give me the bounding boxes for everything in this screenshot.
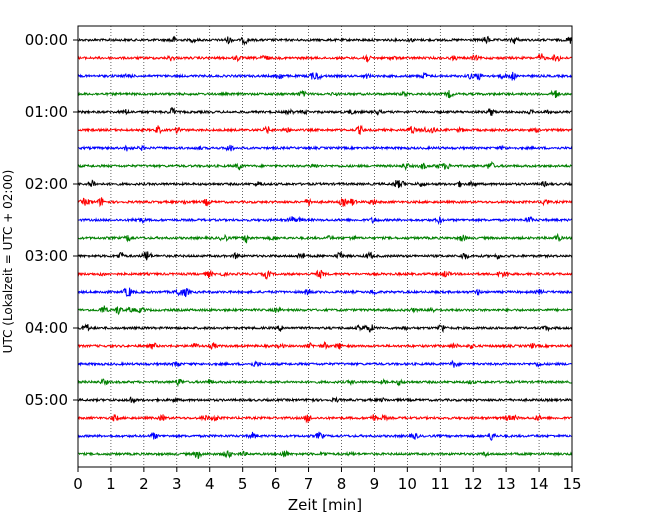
y-axis-title: UTC (Lokalzeit = UTC + 02:00)	[1, 170, 15, 354]
x-axis-title: Zeit [min]	[288, 496, 362, 514]
x-tick-label: 4	[205, 475, 215, 493]
seismogram-traces	[77, 35, 573, 459]
trace-0145	[77, 160, 573, 172]
y-axis-ticks: 00:00 01:00 02:00 03:00 04:00 05:00	[25, 31, 78, 409]
trace-0530	[77, 431, 573, 441]
trace-0230	[77, 215, 573, 226]
y-tick-label: 05:00	[25, 391, 68, 409]
x-tick-label: 15	[562, 475, 581, 493]
x-tick-label: 10	[398, 475, 417, 493]
trace-0200	[77, 179, 573, 189]
trace-0215	[77, 197, 573, 208]
trace-0015	[77, 53, 573, 64]
y-tick-label: 04:00	[25, 319, 68, 337]
trace-0415	[77, 340, 573, 351]
x-tick-label: 0	[73, 475, 83, 493]
x-axis-ticks: 0 1 2 3 4 5 6 7 8 9 10 11 12 13 14 15	[73, 467, 582, 493]
trace-0000	[77, 35, 573, 47]
x-tick-label: 12	[464, 475, 483, 493]
x-tick-label: 11	[431, 475, 450, 493]
trace-0400	[78, 323, 573, 334]
trace-0515	[77, 413, 573, 424]
trace-0445	[77, 378, 573, 388]
x-tick-label: 8	[337, 475, 347, 493]
x-tick-label: 5	[238, 475, 248, 493]
trace-0245	[77, 232, 573, 244]
x-tick-label: 1	[106, 475, 116, 493]
trace-0300	[77, 250, 573, 261]
y-tick-label: 00:00	[25, 31, 68, 49]
trace-0315	[77, 269, 573, 281]
x-tick-label: 2	[139, 475, 149, 493]
x-tick-label: 13	[497, 475, 516, 493]
y-tick-label: 01:00	[25, 103, 68, 121]
trace-0545	[77, 449, 573, 459]
plot-frame	[77, 25, 573, 468]
x-tick-label: 7	[304, 475, 314, 493]
trace-0045	[77, 89, 573, 99]
trace-0115	[77, 124, 573, 135]
trace-0330	[77, 287, 573, 298]
trace-0100	[77, 106, 573, 116]
trace-0030	[77, 71, 573, 82]
y-tick-label: 02:00	[25, 175, 68, 193]
x-tick-label: 6	[271, 475, 281, 493]
trace-0345	[77, 305, 573, 316]
x-tick-label: 3	[172, 475, 182, 493]
trace-0130	[77, 144, 573, 152]
trace-0430	[77, 359, 573, 368]
trace-0500	[77, 396, 573, 404]
x-tick-label: 14	[530, 475, 549, 493]
y-tick-label: 03:00	[25, 247, 68, 265]
x-tick-label: 9	[370, 475, 380, 493]
